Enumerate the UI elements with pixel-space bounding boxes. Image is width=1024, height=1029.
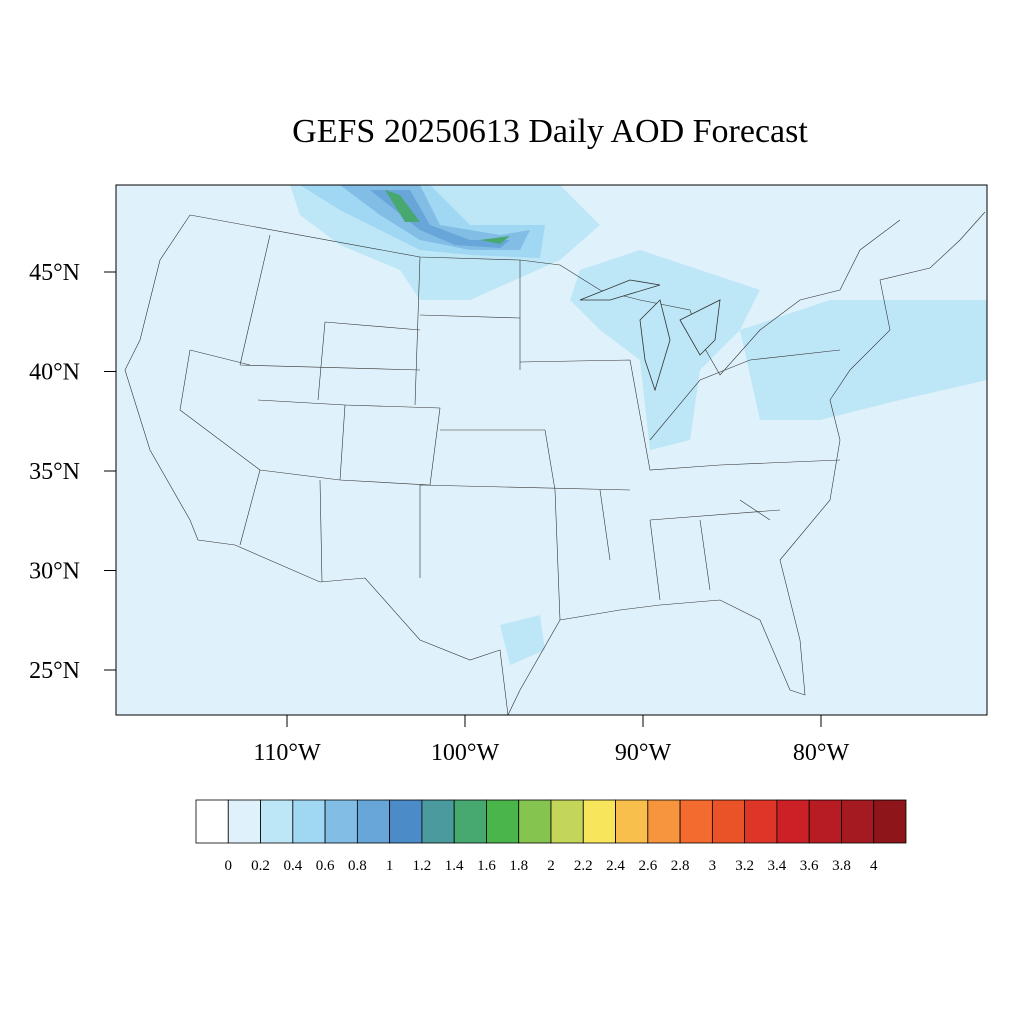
colorbar-box	[550, 799, 584, 844]
colorbar-label: 3.6	[800, 858, 819, 874]
colorbar-label: 2	[547, 858, 555, 874]
colorbar-box	[324, 799, 358, 844]
colorbar-label: 2.8	[671, 858, 690, 874]
colorbar: 0 0.2 0.4 0.6 0.8 1 1.2 1.4 1.6 1.8 2 2.2 2.4 2.6 2.8 3…	[195, 799, 907, 874]
map	[115, 184, 988, 717]
colorbar-box	[744, 799, 778, 844]
colorbar-label: 1	[386, 858, 394, 874]
colorbar-label: 1.4	[445, 858, 464, 874]
y-tick-label: 45°N	[29, 260, 80, 286]
colorbar-box	[227, 799, 261, 844]
colorbar-label: 2.6	[638, 858, 657, 874]
chart-title: GEFS 20250613 Daily AOD Forecast	[292, 113, 808, 150]
colorbar-box	[356, 799, 391, 844]
colorbar-label: 0	[225, 858, 233, 874]
colorbar-label: 2.2	[574, 858, 593, 874]
colorbar-label: 3	[709, 858, 717, 874]
colorbar-box	[873, 799, 907, 844]
colorbar-box	[582, 799, 616, 844]
colorbar-label: 0.8	[348, 858, 367, 874]
colorbar-box	[615, 799, 649, 844]
great-lakes	[579, 279, 721, 392]
colorbar-box	[711, 799, 746, 844]
colorbar-label: 1.6	[477, 858, 496, 874]
y-tick-label: 30°N	[29, 559, 80, 585]
colorbar-box	[679, 799, 713, 844]
colorbar-box	[486, 799, 520, 844]
colorbar-box	[260, 799, 294, 844]
colorbar-label: 0.2	[251, 858, 270, 874]
aod-area	[385, 190, 510, 244]
aod-area	[500, 615, 545, 665]
y-tick-label: 40°N	[29, 360, 80, 386]
colorbar-label: 0.6	[316, 858, 335, 874]
colorbar-label: 1.8	[509, 858, 528, 874]
x-tick-label: 90°W	[615, 740, 672, 766]
state-border	[179, 234, 841, 621]
x-tick-label: 100°W	[431, 740, 500, 766]
colorbar-box	[389, 799, 423, 844]
y-tick-label: 25°N	[29, 658, 80, 684]
aod-area	[740, 300, 987, 420]
colorbar-box	[808, 799, 842, 844]
y-tick-label: 35°N	[29, 459, 80, 485]
colorbar-box	[453, 799, 487, 844]
colorbar-label: 2.4	[606, 858, 625, 874]
colorbar-box	[292, 799, 326, 844]
colorbar-label: 0.4	[283, 858, 302, 874]
colorbar-box	[421, 799, 455, 844]
colorbar-label: 3.8	[832, 858, 851, 874]
colorbar-label: 1.2	[413, 858, 432, 874]
map-frame	[115, 184, 988, 716]
x-tick-label: 80°W	[793, 740, 850, 766]
colorbar-label: 4	[870, 858, 878, 874]
colorbar-label: 3.4	[768, 858, 787, 874]
colorbar-box	[647, 799, 681, 844]
colorbar-box	[841, 799, 875, 844]
colorbar-label: 3.2	[735, 858, 754, 874]
colorbar-box	[518, 799, 552, 844]
colorbar-box	[195, 799, 229, 844]
colorbar-box	[776, 799, 810, 844]
x-tick-label: 110°W	[253, 740, 321, 766]
map-background	[116, 185, 987, 715]
